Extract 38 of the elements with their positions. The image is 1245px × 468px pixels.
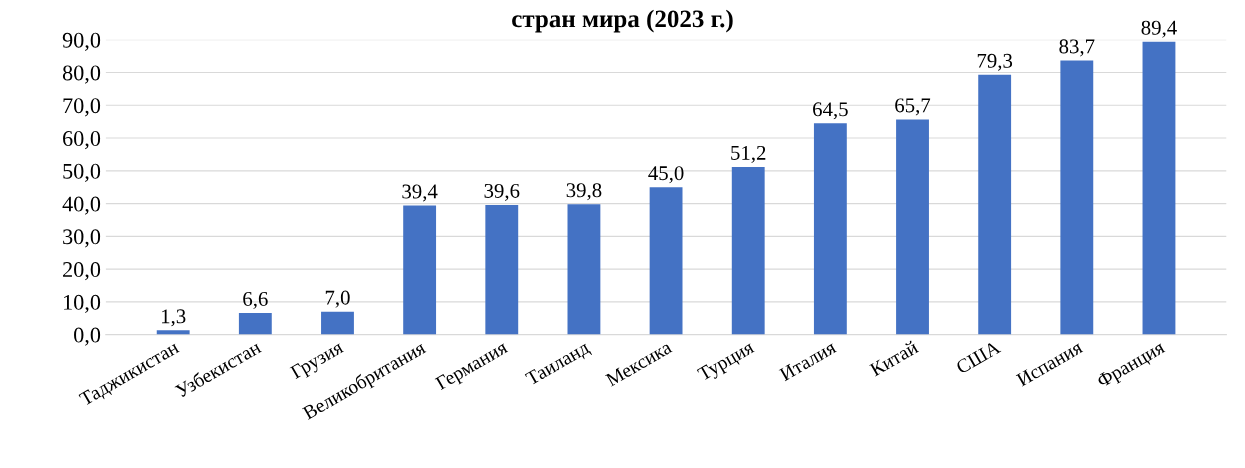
data-label: 39,6	[484, 183, 520, 201]
bar	[896, 119, 929, 335]
y-tick-label: 0,0	[74, 327, 101, 346]
bar	[978, 74, 1012, 335]
y-tick-label: 30,0	[63, 229, 101, 248]
y-tick-label: 70,0	[63, 98, 101, 117]
y-tick-label: 20,0	[63, 262, 101, 281]
y-tick-label: 80,0	[62, 65, 101, 84]
data-label: 83,7	[1059, 39, 1095, 57]
y-tick-label: 50,0	[63, 163, 101, 182]
data-label: 39,8	[566, 183, 602, 201]
data-label: 89,4	[1141, 20, 1177, 38]
bar	[813, 123, 847, 335]
bar	[156, 330, 190, 335]
y-tick-label: 90,0	[62, 32, 101, 51]
data-label: 64,5	[813, 102, 848, 120]
data-label: 65,7	[895, 98, 931, 116]
y-tick-label: 40,0	[62, 196, 101, 215]
data-label: 7,0	[325, 290, 350, 308]
bar	[1060, 60, 1094, 335]
chart-title: стран мира (2023 г.)	[512, 9, 733, 33]
bar	[485, 204, 519, 335]
y-tick-label: 10,0	[64, 294, 101, 313]
data-label: 79,3	[977, 53, 1013, 71]
data-label: 39,4	[402, 184, 438, 202]
data-label: 6,6	[243, 291, 268, 309]
data-label: 1,3	[162, 309, 186, 327]
bar	[1142, 41, 1176, 335]
bar	[649, 187, 683, 335]
y-tick-label: 60,0	[63, 130, 101, 150]
data-label: 51,2	[731, 145, 766, 163]
bar	[321, 311, 354, 335]
bar	[567, 204, 601, 335]
bar	[731, 166, 765, 335]
bar	[238, 313, 272, 335]
bar	[403, 205, 437, 335]
data-label: 45,0	[648, 166, 684, 184]
x-tick-label: США	[955, 340, 1002, 375]
